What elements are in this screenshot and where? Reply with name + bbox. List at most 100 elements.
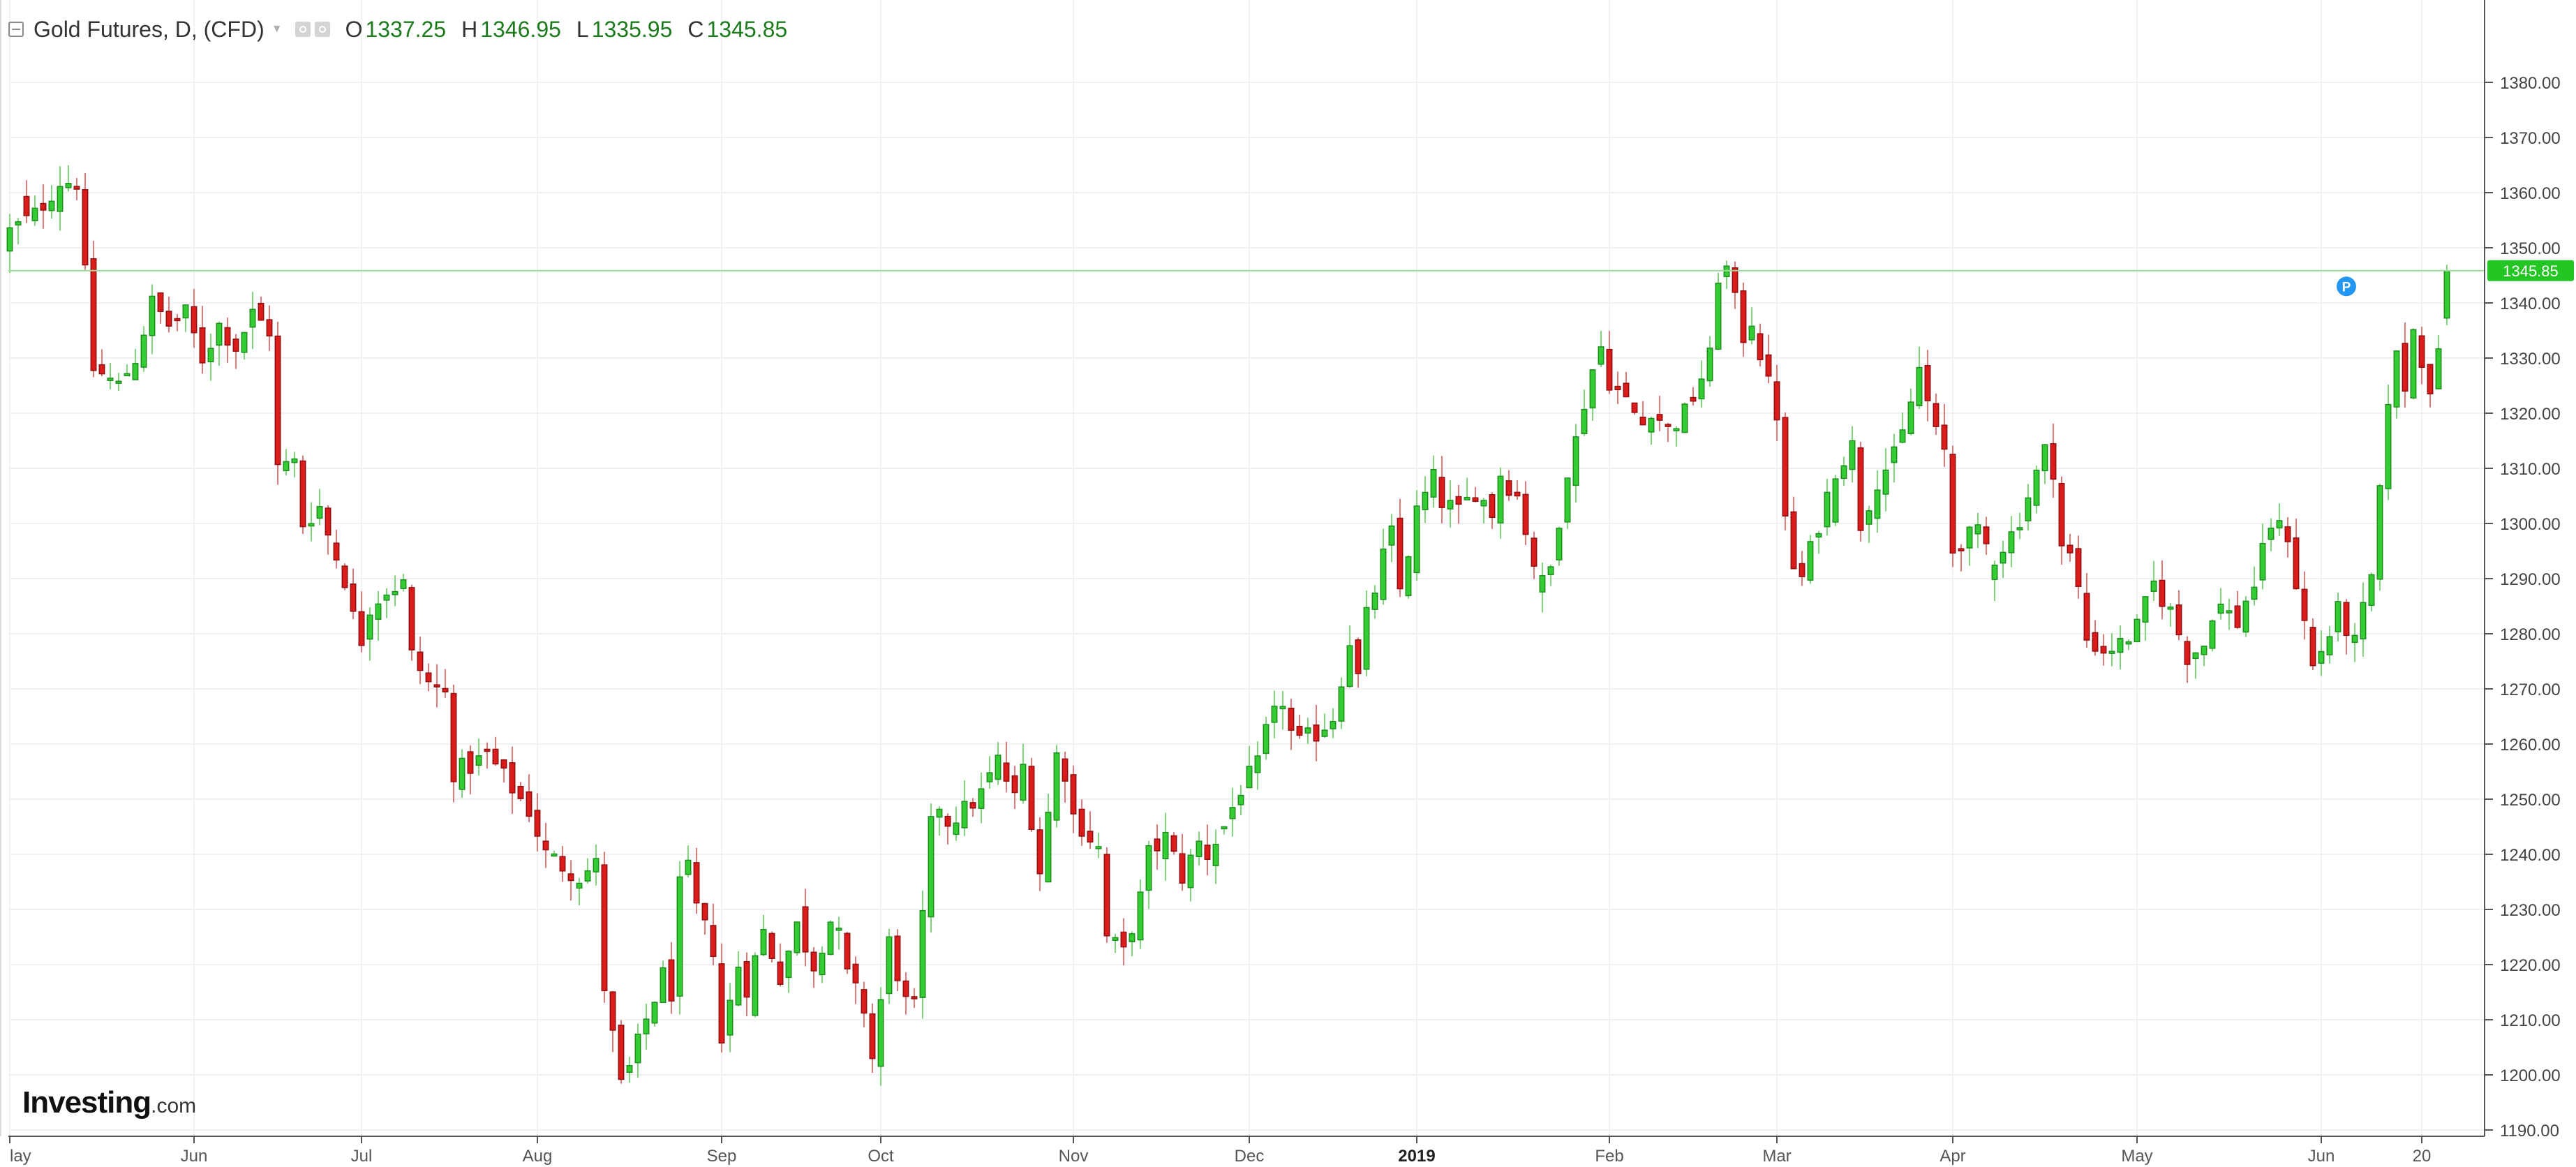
- candle-body: [1489, 494, 1496, 519]
- candle: [794, 921, 801, 956]
- candle: [1095, 832, 1102, 858]
- candle-body: [1028, 766, 1035, 831]
- candle-body: [844, 932, 851, 969]
- candle: [1706, 336, 1713, 387]
- candle: [1606, 331, 1613, 394]
- candle: [576, 877, 583, 906]
- time-axis[interactable]: lay Jun Jul Aug Sep Oct Nov Dec 2019 Feb Mar Apr May…: [9, 1136, 2431, 1166]
- y-tick-label: 1250.00: [2500, 791, 2561, 810]
- candle: [492, 736, 499, 766]
- candle-body: [2016, 527, 2023, 530]
- candle: [2351, 623, 2358, 662]
- candle-body: [283, 461, 290, 472]
- candle: [1472, 486, 1479, 503]
- y-tick-label: 1300.00: [2500, 515, 2561, 534]
- candle-body: [1698, 378, 1705, 400]
- candle: [1505, 470, 1512, 501]
- candle-body: [969, 802, 976, 809]
- low-value: L 1335.95: [576, 16, 673, 42]
- candle-body: [1263, 724, 1270, 755]
- candle: [241, 332, 248, 360]
- candle-body: [509, 762, 516, 794]
- collapse-icon[interactable]: [8, 22, 24, 37]
- candle: [1380, 528, 1387, 605]
- candle: [1388, 514, 1395, 563]
- candle-body: [2301, 588, 2308, 621]
- candle: [2251, 566, 2258, 606]
- candle: [1028, 757, 1035, 832]
- candle: [1489, 492, 1496, 529]
- candle: [2443, 265, 2450, 325]
- candle: [2092, 620, 2099, 656]
- marker-badge[interactable]: P: [2337, 276, 2356, 297]
- candle: [1949, 445, 1956, 567]
- candle-body: [2351, 634, 2358, 644]
- candle-body: [1103, 854, 1110, 937]
- candle-body: [383, 594, 390, 601]
- candle: [459, 749, 466, 798]
- candle-body: [634, 1033, 641, 1064]
- candle: [1120, 918, 1127, 966]
- candle-body: [1296, 725, 1303, 736]
- candle: [358, 591, 365, 653]
- investing-logo[interactable]: Investing.com: [22, 1085, 197, 1120]
- candle: [1614, 371, 1621, 404]
- candle: [6, 214, 13, 274]
- candle-body: [651, 1002, 658, 1024]
- candle: [1572, 424, 1579, 503]
- candle-body: [2159, 579, 2166, 607]
- candle: [660, 960, 667, 1003]
- candle: [366, 607, 373, 661]
- candle-body: [2033, 469, 2040, 506]
- candle-body: [425, 672, 432, 683]
- candle: [2376, 484, 2383, 591]
- candle-body: [65, 183, 72, 188]
- candle-body: [366, 614, 373, 640]
- candle-body: [1514, 491, 1521, 497]
- candle: [634, 1023, 641, 1078]
- candle: [1891, 433, 1898, 483]
- candle-body: [2092, 632, 2099, 652]
- candle-body: [325, 507, 332, 536]
- candle: [1355, 637, 1362, 688]
- settings-icon[interactable]: [295, 22, 311, 37]
- candle: [484, 742, 491, 769]
- candle-body: [1288, 707, 1295, 731]
- price-axis[interactable]: 1190.00 1200.00 1210.00 1220.00 1230.00 1240.…: [2485, 74, 2561, 1140]
- candle-body: [534, 810, 541, 837]
- candle-body: [1606, 348, 1613, 391]
- candle-body: [442, 687, 449, 693]
- candle-body: [2268, 527, 2275, 540]
- candle-body: [124, 373, 131, 377]
- candle-body: [1623, 382, 1630, 398]
- candle: [1321, 713, 1328, 738]
- candle-body: [1974, 524, 1981, 535]
- candle-body: [216, 322, 223, 346]
- x-tick-label: Mar: [1762, 1147, 1791, 1166]
- candle-body: [886, 936, 893, 995]
- candle: [124, 364, 131, 377]
- chevron-down-icon[interactable]: ▼: [271, 23, 283, 35]
- candle-body: [526, 791, 533, 817]
- close-icon[interactable]: [314, 22, 330, 37]
- candle: [216, 321, 223, 366]
- x-tick-label: Apr: [1940, 1147, 1965, 1166]
- candle: [1849, 426, 1856, 483]
- candle: [1790, 496, 1797, 570]
- candle: [73, 178, 80, 200]
- candle-body: [1388, 525, 1395, 546]
- price-tag-label: 1345.85: [2503, 262, 2559, 280]
- candle-body: [794, 921, 801, 953]
- candle-body: [2050, 443, 2057, 480]
- candle: [1062, 751, 1069, 803]
- candle-body: [1958, 548, 1965, 551]
- candle: [425, 663, 432, 692]
- candle: [877, 987, 884, 1086]
- candle-body: [735, 967, 742, 1006]
- candle: [928, 803, 935, 933]
- candle-body: [1572, 436, 1579, 486]
- candle-body: [358, 611, 365, 646]
- candle: [132, 348, 139, 380]
- candle: [1631, 402, 1638, 415]
